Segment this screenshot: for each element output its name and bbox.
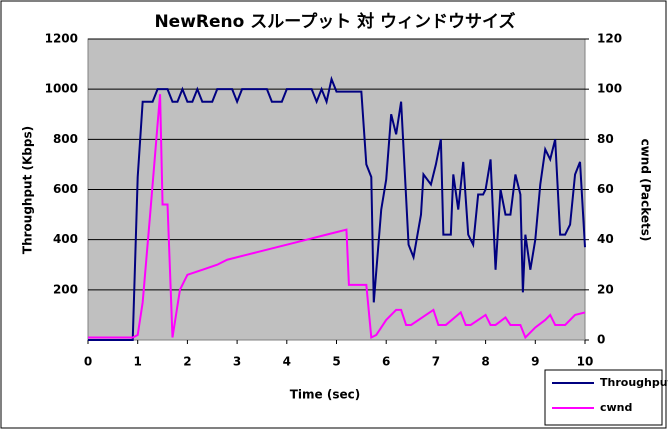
legend-label: Throughput [600, 376, 668, 389]
legend [544, 369, 663, 426]
x-tick-label: 6 [382, 355, 390, 369]
x-tick-label: 7 [432, 355, 440, 369]
y2-axis-title: cwnd (Packets) [639, 139, 653, 242]
x-tick-label: 9 [531, 355, 539, 369]
y-axis-title: Throughput (Kbps) [21, 126, 35, 254]
y-tick-label: 200 [53, 282, 78, 296]
x-tick-label: 2 [183, 355, 191, 369]
x-tick-label: 8 [481, 355, 489, 369]
y-tick-label: 400 [53, 232, 78, 246]
y2-tick-label: 80 [597, 132, 614, 146]
x-tick-label: 0 [84, 355, 92, 369]
y2-tick-label: 0 [597, 333, 605, 347]
x-tick-label: 10 [577, 355, 594, 369]
x-axis-title: Time (sec) [290, 388, 360, 402]
y-tick-label: 600 [53, 182, 78, 196]
y2-tick-label: 20 [597, 282, 614, 296]
y-tick-label: 1000 [45, 82, 78, 96]
y2-tick-label: 60 [597, 182, 614, 196]
x-tick-label: 3 [233, 355, 241, 369]
legend-label: cwnd [600, 401, 632, 414]
chart-title: NewReno スループット 対 ウィンドウサイズ [154, 11, 515, 32]
y-tick-label: 1200 [45, 32, 78, 46]
y2-tick-label: 100 [597, 82, 622, 96]
y2-tick-label: 40 [597, 232, 614, 246]
series-line [88, 75, 586, 341]
x-tick-label: 4 [283, 355, 291, 369]
y2-tick-label: 120 [597, 32, 622, 46]
x-tick-label: 1 [134, 355, 142, 369]
x-tick-label: 5 [332, 355, 340, 369]
series-line [88, 94, 586, 340]
y-tick-label: 800 [53, 132, 78, 146]
